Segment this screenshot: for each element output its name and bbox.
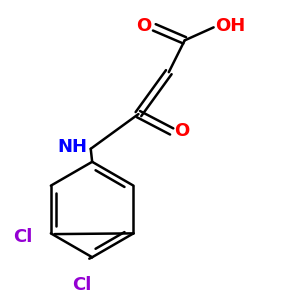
Text: O: O xyxy=(175,122,190,140)
Text: Cl: Cl xyxy=(72,276,92,294)
Text: Cl: Cl xyxy=(14,228,33,246)
Text: NH: NH xyxy=(58,138,88,156)
Text: OH: OH xyxy=(215,17,245,35)
Text: O: O xyxy=(136,17,152,35)
